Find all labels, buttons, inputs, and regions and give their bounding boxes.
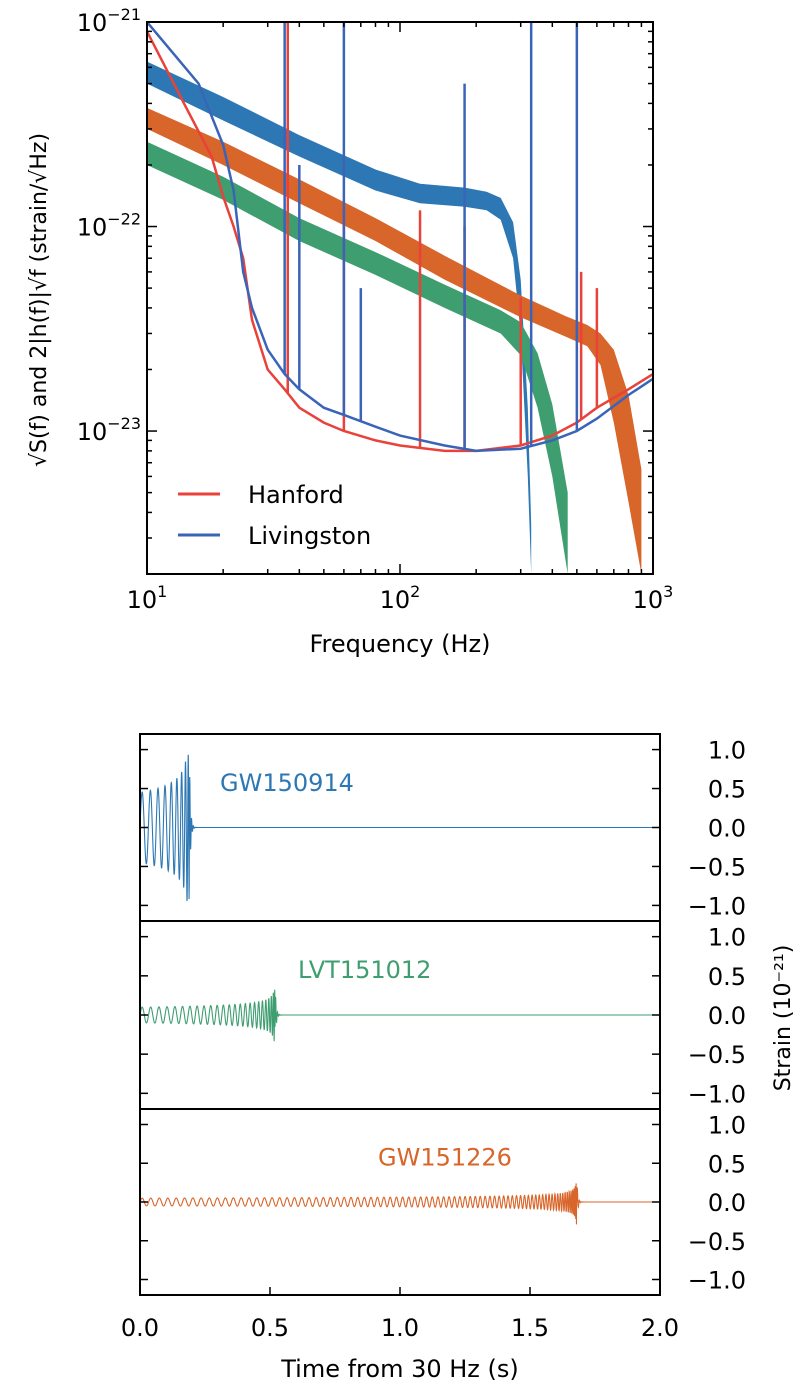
strain-tick-label: 0.5 (708, 1150, 746, 1178)
time-tick-label: 0.0 (121, 1314, 159, 1342)
panel-lvt151012: LVT151012 1.0 0.5 0.0 −0.5 −1.0 (140, 921, 746, 1109)
time-tick-label: 0.5 (251, 1314, 289, 1342)
waveform-gw150914 (140, 755, 660, 901)
strain-tick-label: 0.0 (708, 815, 746, 843)
x-tick-label: 102 (380, 582, 421, 614)
x-tick-label: 101 (127, 582, 168, 614)
x-axis-label: Frequency (Hz) (310, 630, 491, 658)
strain-tick-label: −0.5 (688, 1041, 746, 1069)
strain-tick-label: 1.0 (708, 1112, 746, 1140)
y-tick-label: 10−22 (77, 210, 141, 242)
panel-label-gw151226: GW151226 (378, 1144, 512, 1172)
strain-tick-label: −0.5 (688, 1228, 746, 1256)
y-tick-label: 10−21 (77, 5, 141, 37)
panel-label-gw150914: GW150914 (220, 769, 354, 797)
strain-tick-label: 0.5 (708, 963, 746, 991)
waveform-gw151226 (140, 1183, 660, 1224)
strain-tick-label: 1.0 (708, 737, 746, 765)
strain-tick-label: 0.0 (708, 1002, 746, 1030)
legend-label-livingston: Livingston (248, 522, 371, 550)
waveform-lvt151012 (140, 990, 660, 1042)
time-tick-label: 1.5 (511, 1314, 549, 1342)
strain-axis-label: Strain (10⁻²¹) (771, 945, 795, 1092)
y-axis-label: √S(f) and 2|h(f)|√f (strain/√Hz) (27, 133, 52, 467)
panel-gw151226: GW151226 1.0 0.5 0.0 −0.5 −1.0 (140, 1109, 746, 1295)
strain-tick-label: −1.0 (688, 1267, 746, 1295)
panel-gw150914: GW150914 1.0 0.5 0.0 −0.5 −1.0 (140, 734, 746, 921)
time-axis-label: Time from 30 Hz (s) (280, 1355, 519, 1383)
legend-label-hanford: Hanford (248, 481, 344, 509)
strain-tick-label: −0.5 (688, 853, 746, 881)
legend: Hanford Livingston (178, 481, 371, 550)
y-tick-label: 10−23 (77, 414, 141, 446)
top-axis-ticks: 101 102 103 10−23 10−22 10−21 (77, 5, 674, 614)
panel-label-lvt151012: LVT151012 (298, 956, 431, 984)
strain-tick-label: 0.0 (708, 1189, 746, 1217)
strain-tick-label: 0.5 (708, 776, 746, 804)
strain-waveform-chart: GW150914 1.0 0.5 0.0 −0.5 −1.0 LVT151012 1.0 0.5… (121, 734, 795, 1383)
strain-tick-label: −1.0 (688, 1080, 746, 1108)
x-tick-label: 103 (633, 582, 674, 614)
strain-tick-label: −1.0 (688, 892, 746, 920)
strain-tick-label: 1.0 (708, 924, 746, 952)
time-tick-label: 2.0 (641, 1314, 679, 1342)
time-tick-label: 1.0 (381, 1314, 419, 1342)
